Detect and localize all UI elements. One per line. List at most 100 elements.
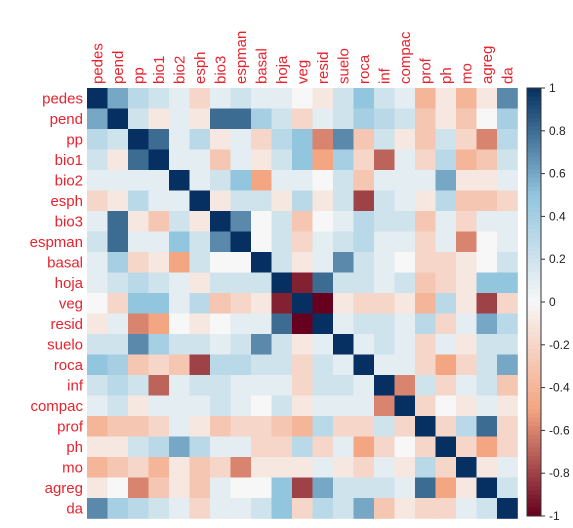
heatmap-cell-bio3-hoja	[271, 211, 293, 232]
heatmap-cell-compac-basal	[251, 395, 272, 417]
heatmap-cell-bio2-resid	[312, 170, 334, 191]
heatmap-cell-resid-hoja	[271, 313, 293, 335]
heatmap-cell-inf-veg	[292, 375, 313, 396]
heatmap-cell-espman-suelo	[333, 231, 354, 253]
heatmap-cell-mo-agreg	[476, 457, 498, 478]
colorbar-segment	[527, 272, 541, 277]
heatmap-cells	[87, 88, 518, 519]
colorbar-segment	[527, 383, 541, 388]
heatmap-cell-agreg-veg	[292, 477, 313, 499]
heatmap-cell-ph-ph	[435, 436, 457, 458]
colorbar-segment	[527, 477, 541, 483]
heatmap-cell-mo-pedes	[87, 457, 108, 478]
heatmap-cell-resid-pedes	[87, 313, 108, 335]
heatmap-cell-agreg-esph	[189, 477, 211, 499]
heatmap-cell-resid-basal	[251, 313, 272, 335]
colorbar-segment	[527, 88, 541, 93]
heatmap-cell-resid-mo	[456, 313, 477, 335]
colorbar-segment	[527, 336, 541, 341]
heatmap-cell-esph-inf	[374, 190, 395, 212]
row-label-bio3: bio3	[55, 213, 83, 230]
heatmap-cell-pend-bio1	[148, 108, 170, 130]
heatmap-cell-bio1-bio2	[169, 149, 190, 171]
heatmap-cell-suelo-da	[497, 334, 518, 355]
heatmap-cell-veg-prof	[415, 293, 436, 314]
row-label-hoja: hoja	[55, 275, 84, 292]
colorbar-segment	[527, 379, 541, 384]
heatmap-cell-compac-veg	[292, 395, 313, 417]
colorbar-segment	[527, 224, 541, 230]
heatmap-cell-bio2-inf	[374, 170, 395, 191]
colorbar-segment	[527, 139, 541, 145]
heatmap-cell-prof-espman	[230, 416, 252, 437]
heatmap-cell-mo-veg	[292, 457, 313, 478]
heatmap-cell-bio3-esph	[189, 211, 211, 232]
heatmap-cell-basal-espman	[230, 252, 252, 273]
heatmap-cell-ph-compac	[394, 436, 416, 458]
heatmap-cell-suelo-bio3	[210, 334, 231, 355]
heatmap-cell-mo-hoja	[271, 457, 293, 478]
heatmap-cell-inf-da	[497, 375, 518, 396]
heatmap-cell-compac-mo	[456, 395, 477, 417]
heatmap-cell-veg-pend	[107, 293, 129, 314]
heatmap-cell-pp-da	[497, 129, 518, 150]
colorbar-segment	[527, 302, 541, 307]
colorbar-segment	[527, 289, 541, 294]
heatmap-cell-inf-bio2	[169, 375, 190, 396]
heatmap-cell-roca-espman	[230, 354, 252, 376]
colorbar-segment	[527, 220, 541, 226]
heatmap-cell-roca-ph	[435, 354, 457, 376]
heatmap-cell-espman-compac	[394, 231, 416, 253]
colorbar-tick-label: -0.6	[549, 423, 570, 437]
heatmap-cell-basal-prof	[415, 252, 436, 273]
row-label-compac: compac	[30, 398, 83, 415]
heatmap-cell-inf-bio1	[148, 375, 170, 396]
colorbar-segment	[527, 456, 541, 461]
heatmap-cell-bio1-pp	[128, 149, 149, 171]
heatmap-cell-bio1-agreg	[476, 149, 498, 171]
heatmap-cell-pend-resid	[312, 108, 334, 130]
heatmap-cell-pp-suelo	[333, 129, 354, 150]
heatmap-cell-veg-pp	[128, 293, 149, 314]
heatmap-cell-bio3-resid	[312, 211, 334, 232]
heatmap-cell-bio1-esph	[189, 149, 211, 171]
colorbar-segment	[527, 327, 541, 333]
heatmap-cell-prof-inf	[374, 416, 395, 437]
heatmap-cell-prof-suelo	[333, 416, 354, 437]
heatmap-cell-da-compac	[394, 498, 416, 519]
heatmap-cell-ph-roca	[353, 436, 375, 458]
heatmap-cell-compac-agreg	[476, 395, 498, 417]
heatmap-cell-espman-pp	[128, 231, 149, 253]
colorbar-segment	[527, 126, 541, 132]
heatmap-cell-suelo-agreg	[476, 334, 498, 355]
heatmap-cell-da-bio1	[148, 498, 170, 519]
column-label-bio2: bio2	[171, 56, 188, 84]
colorbar-segment	[527, 400, 541, 406]
heatmap-cell-pedes-resid	[312, 88, 334, 109]
column-label-agreg: agreg	[479, 46, 496, 84]
heatmap-cell-espman-pend	[107, 231, 129, 253]
colorbar-segment	[527, 387, 541, 393]
heatmap-cell-compac-pp	[128, 395, 149, 417]
heatmap-cell-suelo-mo	[456, 334, 477, 355]
heatmap-cell-espman-resid	[312, 231, 334, 253]
heatmap-cell-roca-veg	[292, 354, 313, 376]
heatmap-cell-da-suelo	[333, 498, 354, 519]
heatmap-cell-pend-ph	[435, 108, 457, 130]
colorbar-segment	[527, 353, 541, 359]
heatmap-cell-resid-bio3	[210, 313, 231, 335]
column-label-pend: pend	[110, 51, 127, 84]
heatmap-cell-inf-prof	[415, 375, 436, 396]
heatmap-cell-esph-basal	[251, 190, 272, 212]
heatmap-cell-esph-mo	[456, 190, 477, 212]
heatmap-cell-da-pedes	[87, 498, 108, 519]
heatmap-cell-hoja-ph	[435, 272, 457, 294]
heatmap-cell-agreg-inf	[374, 477, 395, 499]
heatmap-cell-prof-roca	[353, 416, 375, 437]
colorbar-segment	[527, 190, 541, 196]
heatmap-cell-pp-esph	[189, 129, 211, 150]
heatmap-cell-bio2-suelo	[333, 170, 354, 191]
heatmap-cell-pp-prof	[415, 129, 436, 150]
column-label-mo: mo	[458, 63, 475, 84]
